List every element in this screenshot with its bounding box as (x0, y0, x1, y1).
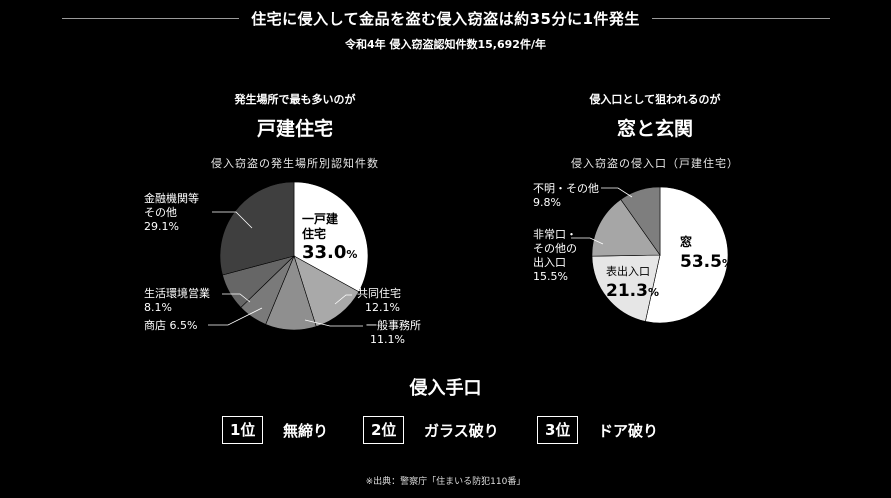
value-financial: 29.1% (144, 220, 179, 233)
value-office: 11.1% (370, 333, 405, 346)
methods-title: 侵入手口 (409, 378, 482, 399)
value-emergency: 15.5% (533, 270, 568, 283)
label-service: 生活環境営業 (144, 286, 210, 300)
entry-point-pie (591, 186, 729, 324)
value-window: 53.5% (680, 252, 733, 272)
label-front-door: 表出入口 (606, 264, 650, 278)
rank-1-badge: 1位 (222, 416, 264, 444)
page-subtitle: 令和4年 侵入窃盗認知件数15,692件/年 (345, 38, 546, 51)
label-apartment: 共同住宅 (357, 286, 401, 300)
value-service: 8.1% (144, 301, 172, 314)
rank-3-badge: 3位 (537, 416, 579, 444)
leader-apartment (334, 294, 352, 305)
pie2-slice-0 (645, 186, 729, 324)
label-shop: 商店 6.5% (144, 318, 197, 332)
value-apartment: 12.1% (365, 301, 400, 314)
rank-2-label: ガラス破り (424, 422, 499, 440)
source-note: ※出典：警察庁「住まいる防犯110番」 (365, 477, 526, 487)
label-emergency: 非常口・その他の出入口 (533, 228, 577, 269)
leader-unknown (601, 187, 633, 198)
right-lead: 侵入口として狙われるのが (589, 93, 721, 106)
rank-2-badge: 2位 (363, 416, 405, 444)
left-chart-caption: 侵入窃盗の発生場所別認知件数 (211, 157, 379, 170)
pie1-slice-0 (293, 181, 369, 293)
pie1-slice-5 (219, 181, 295, 276)
page-title: 住宅に侵入して金品を盗む侵入窃盗は約35分に1件発生 (0, 8, 891, 29)
right-chart-caption: 侵入窃盗の侵入口（戸建住宅） (571, 157, 739, 170)
leader-financial (212, 211, 253, 229)
value-front-door: 21.3% (606, 281, 659, 301)
leader-emergency (571, 237, 604, 245)
label-unknown: 不明・その他 (533, 182, 599, 195)
rank-1-label: 無締り (283, 422, 329, 440)
label-financial: 金融機関等その他 (144, 191, 199, 219)
label-window: 窓 (680, 234, 692, 249)
rank-3-label: ドア破り (598, 422, 659, 440)
pie2-slice-1 (591, 254, 661, 322)
right-heading: 窓と玄関 (616, 118, 693, 140)
title-rule-left (62, 18, 252, 19)
leader-service (222, 293, 251, 303)
location-pie (219, 181, 369, 331)
title-rule-right (640, 18, 830, 19)
label-house: 一戸建住宅 (302, 211, 339, 241)
leader-shop (208, 307, 263, 326)
pie2-slice-3 (620, 186, 661, 256)
left-lead: 発生場所で最も多いのが (234, 93, 356, 106)
value-house: 33.0% (302, 242, 357, 263)
leader-office (304, 319, 363, 327)
pie2-slice-2 (591, 199, 661, 257)
left-heading: 戸建住宅 (256, 118, 333, 140)
value-unknown: 9.8% (533, 196, 561, 209)
label-office: 一般事務所 (366, 318, 421, 332)
